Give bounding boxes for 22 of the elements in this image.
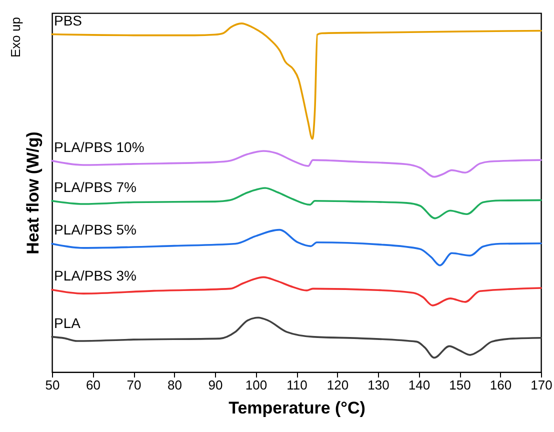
x-tick-label: 90 xyxy=(208,378,223,392)
series-label: PLA/PBS 5% xyxy=(54,222,136,238)
x-tick-label: 160 xyxy=(490,378,512,392)
x-tick-label: 110 xyxy=(286,378,308,392)
x-tick-label: 60 xyxy=(86,378,100,392)
series-label: PLA/PBS 3% xyxy=(54,268,136,284)
x-tick-label: 50 xyxy=(45,378,60,392)
series-label: PLA/PBS 7% xyxy=(54,178,136,195)
x-tick-label: 150 xyxy=(449,378,471,392)
x-tick-label: 120 xyxy=(326,378,349,392)
text: Exo up xyxy=(8,17,23,58)
x-axis-title: Temperature (°C) xyxy=(228,398,366,418)
series-label: PLA xyxy=(54,314,82,331)
x-tick-label: 170 xyxy=(530,378,552,392)
x-tick-label: 100 xyxy=(245,378,268,392)
x-tick-label: 80 xyxy=(168,378,182,392)
x-tick-label: 140 xyxy=(408,378,430,392)
series-label: PLA/PBS 10% xyxy=(54,138,144,155)
x-tick-label: 70 xyxy=(126,378,142,392)
series-label: PBS xyxy=(54,12,82,28)
y-axis-title: Heat flow (W/g) xyxy=(24,132,42,254)
x-tick-label: 130 xyxy=(368,378,390,392)
